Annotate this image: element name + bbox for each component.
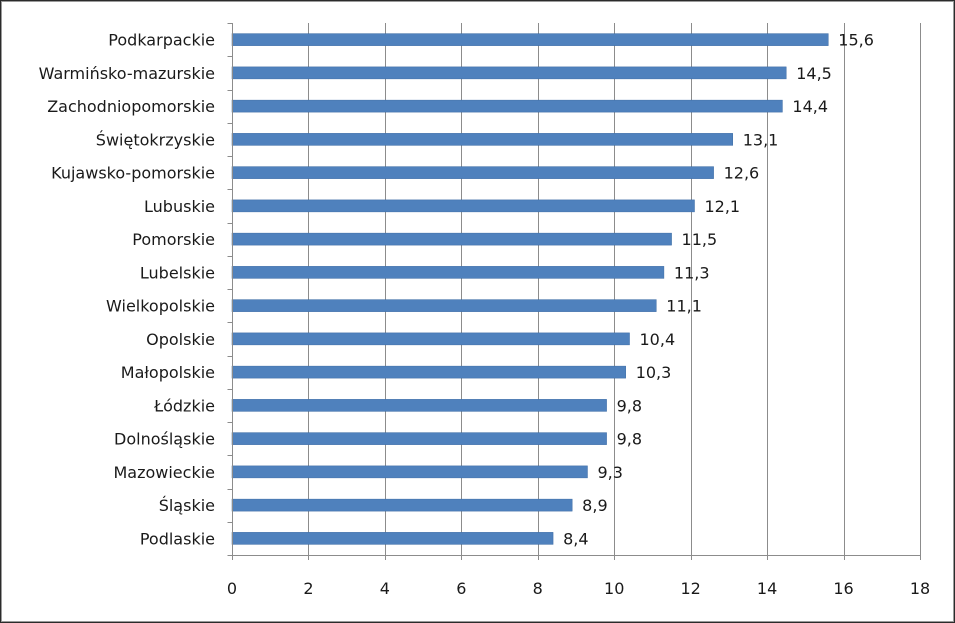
x-tick-label: 16 <box>833 579 853 598</box>
bar-9 <box>231 332 630 346</box>
value-labels: 15,6 14,5 14,4 13,1 12,6 12,1 11,5 11,3 11,1 10,4… <box>563 31 874 549</box>
bars <box>231 33 829 545</box>
category-label: Łódzkie <box>153 396 215 415</box>
value-label: 14,4 <box>792 97 828 116</box>
x-tick-label: 12 <box>680 579 700 598</box>
axes <box>227 23 921 560</box>
value-label: 12,1 <box>704 197 740 216</box>
value-label: 9,3 <box>597 463 622 482</box>
x-tick-label: 2 <box>303 579 313 598</box>
x-tick-label: 4 <box>380 579 390 598</box>
bar-15 <box>231 532 554 545</box>
bar-4 <box>231 166 714 179</box>
bar-3 <box>231 133 733 146</box>
value-label: 14,5 <box>796 64 832 83</box>
x-tick-labels: 0 2 4 6 8 10 12 14 16 18 <box>227 579 930 598</box>
category-label: Dolnośląskie <box>114 430 215 449</box>
bar-6 <box>231 232 672 246</box>
category-labels: Podkarpackie Warmińsko-mazurskie Zachodnio… <box>39 31 215 549</box>
category-label: Świętokrzyskie <box>96 130 215 149</box>
bar-14 <box>231 498 573 512</box>
value-label: 12,6 <box>724 164 760 183</box>
bar-0 <box>231 33 829 46</box>
value-label: 15,6 <box>838 31 874 50</box>
category-label: Kujawsko-pomorskie <box>51 164 215 183</box>
category-label: Śląskie <box>159 496 215 515</box>
bar-13 <box>231 465 588 479</box>
value-label: 11,5 <box>682 230 718 249</box>
x-tick-label: 18 <box>910 579 930 598</box>
category-label: Małopolskie <box>121 363 215 382</box>
value-label: 11,3 <box>674 263 710 282</box>
category-label: Warmińsko-mazurskie <box>39 64 215 83</box>
category-label: Opolskie <box>146 330 215 349</box>
bar-12 <box>231 432 607 445</box>
category-label: Podkarpackie <box>108 31 215 50</box>
bar-10 <box>231 365 626 379</box>
bar-1 <box>231 66 787 80</box>
value-label: 8,4 <box>563 529 588 548</box>
bar-7 <box>231 266 665 279</box>
bar-11 <box>231 399 607 412</box>
bar-2 <box>231 99 783 113</box>
category-label: Pomorskie <box>132 230 215 249</box>
category-label: Mazowieckie <box>113 463 215 482</box>
x-tick-label: 6 <box>456 579 466 598</box>
x-tick-label: 14 <box>757 579 777 598</box>
x-tick-label: 0 <box>227 579 237 598</box>
x-tick-label: 10 <box>604 579 624 598</box>
category-label: Zachodniopomorskie <box>47 97 215 116</box>
value-label: 10,4 <box>640 330 676 349</box>
x-tick-label: 8 <box>533 579 543 598</box>
category-label: Lubuskie <box>144 197 215 216</box>
value-label: 13,1 <box>743 130 779 149</box>
category-label: Lubelskie <box>140 263 215 282</box>
category-label: Podlaskie <box>140 529 215 548</box>
value-label: 8,9 <box>582 496 607 515</box>
value-label: 9,8 <box>617 430 642 449</box>
category-label: Wielkopolskie <box>106 297 215 316</box>
value-label: 10,3 <box>636 363 672 382</box>
value-label: 9,8 <box>617 396 642 415</box>
value-label: 11,1 <box>666 297 702 316</box>
bar-8 <box>231 299 657 312</box>
bar-5 <box>231 199 695 213</box>
